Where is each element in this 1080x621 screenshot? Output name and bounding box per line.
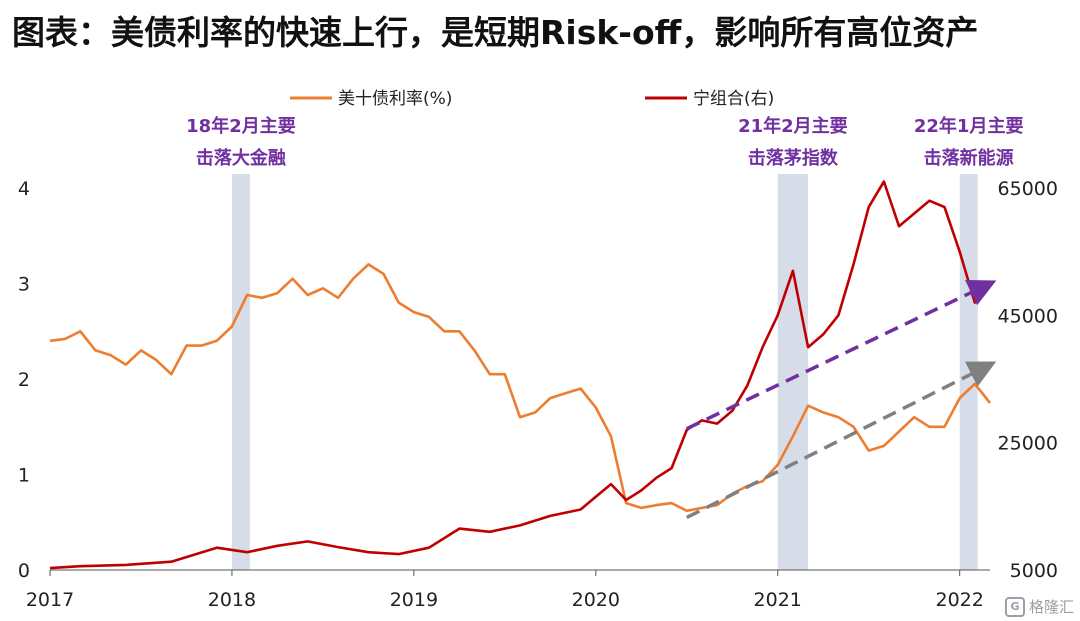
y-right-tick-label: 5000: [1010, 560, 1058, 582]
annotation-label: 22年1月主要: [914, 115, 1024, 137]
x-tick-label: 2018: [208, 589, 256, 611]
y-left-tick-label: 3: [18, 274, 30, 296]
annotation-label: 击落新能源: [924, 147, 1014, 169]
legend-label: 美十债利率(%): [338, 89, 452, 109]
annotation-label: 21年2月主要: [738, 115, 848, 137]
series-line-2: [49, 180, 992, 570]
x-tick-label: 2020: [572, 589, 620, 611]
y-left-tick-label: 0: [18, 560, 30, 582]
trend-arrow-1: [686, 279, 997, 431]
y-left-tick-label: 4: [18, 178, 30, 200]
y-right-tick-label: 25000: [998, 433, 1058, 455]
x-tick-label: 2019: [390, 589, 438, 611]
x-tick-label: 2022: [935, 589, 983, 611]
y-right-tick-label: 65000: [998, 178, 1058, 200]
trend-arrow-2: [685, 361, 997, 520]
y-left-tick-label: 2: [18, 369, 30, 391]
chart-title: 图表：美债利率的快速上行，是短期Risk-off，影响所有高位资产: [12, 13, 979, 52]
shaded-period-2: [777, 174, 809, 570]
annotation-label: 击落茅指数: [748, 147, 839, 169]
x-tick-label: 2021: [754, 589, 802, 611]
shaded-period-1: [231, 174, 250, 570]
shaded-period-3: [959, 174, 978, 570]
series-line-1: [49, 263, 992, 513]
y-left-tick-label: 1: [18, 465, 30, 487]
watermark-text: 格隆汇: [1028, 598, 1074, 616]
logo-icon: G: [1004, 596, 1025, 617]
y-right-tick-label: 45000: [998, 305, 1058, 327]
annotation-label: 击落大金融: [196, 147, 286, 169]
annotation-label: 18年2月主要: [186, 115, 296, 137]
legend-label: 宁组合(右): [693, 89, 774, 109]
x-tick-label: 2017: [26, 589, 74, 611]
watermark: G 格隆汇: [1004, 596, 1074, 617]
